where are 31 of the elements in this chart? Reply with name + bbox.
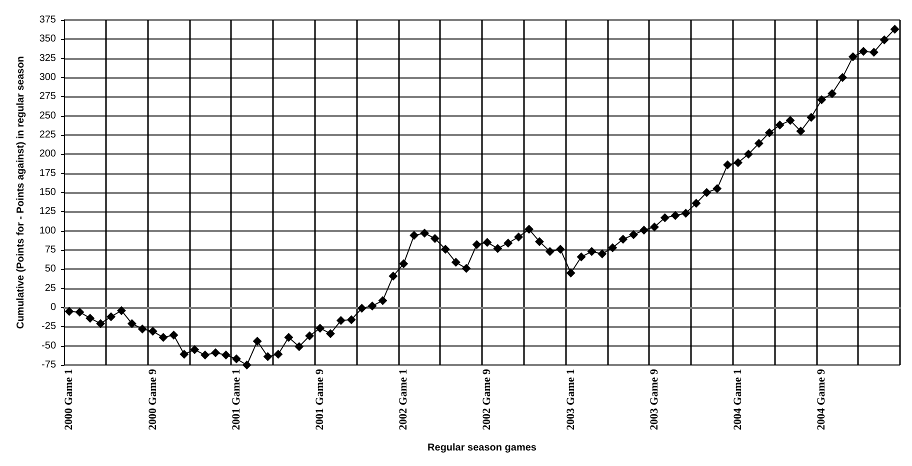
y-tick-label: -50 <box>42 340 56 352</box>
y-tick-label: 100 <box>39 225 56 236</box>
x-tick-label: 2001 Game 1 <box>230 369 242 430</box>
y-tick-label: 250 <box>39 110 56 122</box>
x-tick-label: 2004 Game 9 <box>816 368 828 430</box>
y-tick-label: 0 <box>50 302 56 313</box>
x-tick-label: 2001 Game 9 <box>314 368 326 430</box>
y-tick-label: 125 <box>39 206 56 218</box>
y-tick-label: 300 <box>39 72 56 83</box>
x-tick-label: 2002 Game 9 <box>481 368 494 430</box>
y-tick-label: 175 <box>39 168 56 179</box>
y-tick-label: 25 <box>44 282 56 294</box>
x-tick-label: 2003 Game 1 <box>564 369 577 430</box>
x-tick-label: 2004 Game 1 <box>732 369 744 430</box>
y-tick-label: 50 <box>44 264 56 275</box>
y-tick-label: 200 <box>39 148 56 160</box>
y-axis-title: Cumulative (Points for - Points against) in regular season <box>16 56 26 329</box>
y-tick-label: 325 <box>39 52 56 64</box>
y-tick-label: 75 <box>44 244 56 256</box>
y-tick-label: 275 <box>39 91 56 102</box>
y-tick-label: -75 <box>42 360 56 370</box>
x-tick-label: 2002 Game 1 <box>398 369 410 430</box>
x-axis-title: Regular season games <box>428 442 537 454</box>
x-tick-label: 2000 Game 9 <box>146 368 159 430</box>
y-tick-label: 375 <box>39 14 56 26</box>
y-tick-label: -25 <box>42 321 56 332</box>
y-tick-label: 350 <box>39 34 56 45</box>
x-tick-label: 2000 Game 1 <box>63 369 76 430</box>
x-tick-label: 2003 Game 9 <box>648 368 660 430</box>
y-tick-label: 150 <box>39 187 56 198</box>
y-tick-label: 225 <box>39 130 56 140</box>
